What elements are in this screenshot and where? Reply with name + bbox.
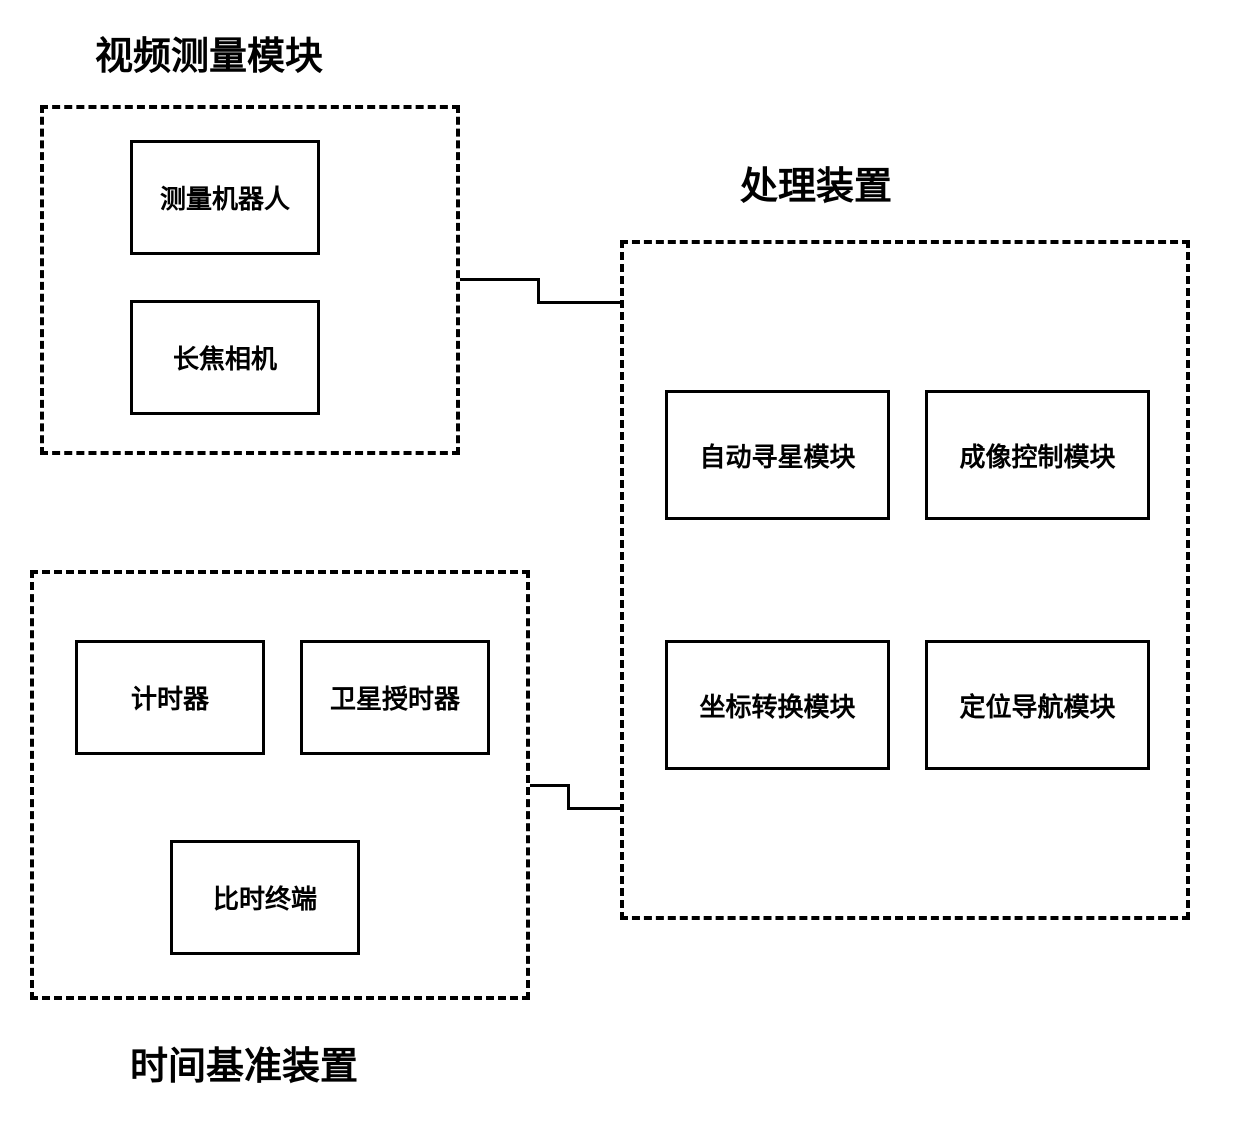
- node-auto-star-finder: 自动寻星模块: [665, 390, 890, 520]
- node-coord-transform: 坐标转换模块: [665, 640, 890, 770]
- group-processing-device: [620, 240, 1190, 920]
- connector-time-to-processing-seg3: [567, 807, 622, 810]
- title-time-reference-device: 时间基准装置: [130, 1035, 358, 1090]
- connector-video-to-processing-seg3: [537, 301, 622, 304]
- node-timer: 计时器: [75, 640, 265, 755]
- connector-video-to-processing-seg1: [460, 278, 540, 281]
- node-positioning-nav: 定位导航模块: [925, 640, 1150, 770]
- diagram-canvas: 视频测量模块 处理装置 时间基准装置 测量机器人 长焦相机 计时器 卫星授时器 …: [0, 0, 1240, 1146]
- node-time-compare-terminal: 比时终端: [170, 840, 360, 955]
- connector-time-to-processing-seg1: [530, 784, 570, 787]
- title-video-module: 视频测量模块: [95, 25, 323, 80]
- node-telephoto-camera: 长焦相机: [130, 300, 320, 415]
- node-imaging-control: 成像控制模块: [925, 390, 1150, 520]
- node-measuring-robot: 测量机器人: [130, 140, 320, 255]
- node-satellite-time: 卫星授时器: [300, 640, 490, 755]
- title-processing-device: 处理装置: [740, 155, 892, 210]
